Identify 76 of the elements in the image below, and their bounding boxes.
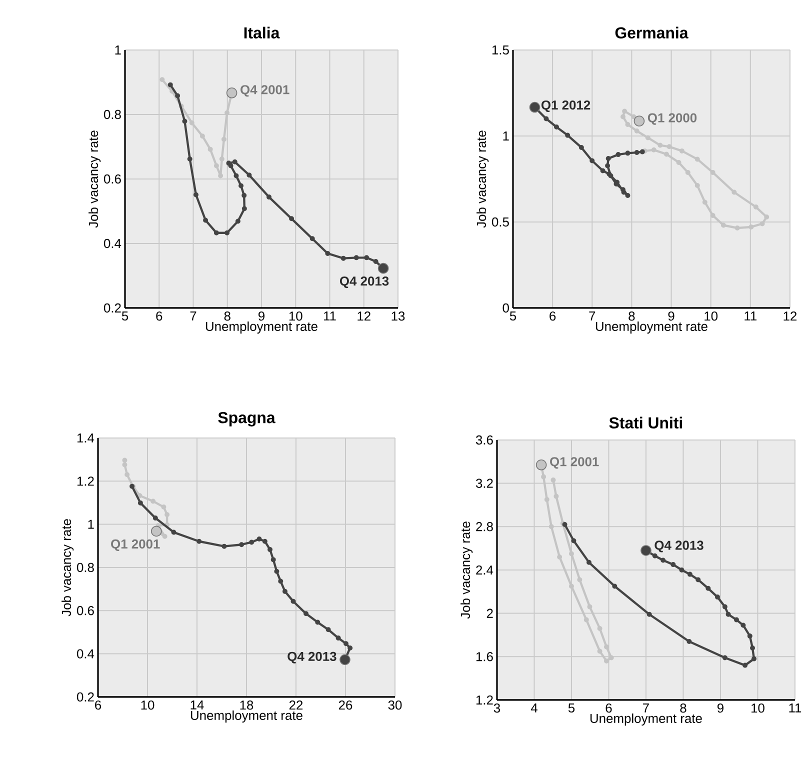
x-tick-label: 11: [789, 704, 802, 712]
y-axis-title: Job vacancy rate: [62, 519, 74, 616]
y-tick-label: 0.8: [104, 110, 121, 120]
annotation: Q4 2013: [288, 652, 336, 664]
annotation: Q4 2013: [340, 276, 389, 288]
x-tick-label: 6: [156, 312, 162, 321]
x-axis-title: Unemployment rate: [190, 710, 302, 723]
x-tick-label: 7: [643, 704, 649, 712]
x-axis-title: Unemployment rate: [590, 714, 702, 726]
x-axis-title: Unemployment rate: [596, 322, 708, 334]
x-tick-label: 6: [606, 704, 612, 713]
y-tick-label: 3.2: [476, 478, 493, 488]
annotation: Q1 2012: [541, 100, 590, 112]
x-tick-label: 8: [680, 704, 686, 713]
y-tick-label: 0.4: [76, 649, 94, 658]
x-tick-label: 9: [668, 312, 674, 321]
y-axis-title: Job vacancy rate: [460, 522, 473, 619]
y-tick-label: 2.4: [476, 565, 494, 575]
y-tick-label: 1.4: [77, 434, 94, 442]
x-tick-label: 26: [338, 700, 352, 710]
chart-title: Spagna: [218, 412, 276, 426]
annotation: Q1 2000: [648, 113, 697, 125]
x-tick-label: 8: [628, 312, 635, 321]
x-tick-label: 5: [510, 312, 516, 321]
x-tick-label: 9: [258, 312, 264, 321]
x-axis-title: Unemployment rate: [206, 322, 318, 334]
x-tick-label: 10: [289, 312, 302, 321]
x-tick-label: 13: [392, 312, 405, 321]
x-tick-label: 12: [784, 312, 797, 321]
x-tick-label: 8: [224, 312, 230, 321]
y-axis-title: Job vacancy rate: [476, 130, 489, 228]
x-tick-label: 10: [704, 312, 718, 321]
chart-title: Stati Uniti: [609, 416, 682, 428]
annotation: Q4 2001: [240, 85, 290, 97]
y-tick-label: 0: [502, 303, 509, 313]
y-tick-label: 0.6: [76, 606, 94, 616]
x-tick-label: 30: [388, 700, 402, 710]
y-tick-label: 0.4: [104, 238, 122, 248]
y-tick-label: 1.6: [476, 652, 493, 662]
x-tick-label: 5: [122, 312, 128, 321]
x-tick-label: 3: [494, 704, 500, 713]
y-tick-label: 1: [115, 46, 121, 54]
x-tick-label: 10: [752, 704, 764, 713]
chart-title: Italia: [244, 26, 280, 39]
x-tick-label: 12: [358, 312, 370, 321]
y-tick-label: 1.5: [492, 45, 509, 55]
x-tick-label: 22: [289, 700, 303, 710]
x-tick-label: 5: [568, 704, 575, 713]
y-tick-label: 1: [503, 132, 509, 140]
annotation: Q1 2001: [550, 457, 599, 469]
x-tick-label: 9: [717, 704, 724, 713]
y-tick-label: 1.2: [77, 476, 94, 486]
y-tick-label: 1: [88, 520, 94, 529]
y-tick-label: 0.2: [104, 303, 121, 313]
y-tick-label: 1.2: [476, 695, 493, 705]
chart-title: Germania: [615, 26, 688, 39]
y-tick-label: 2.8: [476, 522, 493, 532]
y-tick-label: 0.8: [76, 562, 94, 572]
x-tick-label: 11: [324, 312, 336, 320]
x-tick-label: 7: [589, 312, 596, 320]
x-tick-label: 6: [550, 312, 556, 321]
x-tick-label: 7: [190, 312, 196, 320]
annotation: Q4 2013: [654, 540, 704, 552]
x-tick-label: 18: [240, 700, 254, 710]
y-tick-label: 0.2: [76, 692, 94, 702]
x-tick-label: 10: [141, 700, 154, 710]
y-tick-label: 0.6: [104, 174, 121, 184]
y-tick-label: 0.5: [492, 217, 509, 227]
y-axis-title: Job vacancy rate: [88, 130, 101, 228]
annotation: Q1 2001: [111, 539, 160, 552]
x-tick-label: 11: [744, 312, 756, 320]
x-tick-label: 14: [190, 700, 204, 710]
y-tick-label: 3.6: [476, 435, 493, 445]
y-tick-label: 2: [486, 608, 493, 618]
x-tick-label: 4: [530, 704, 538, 712]
x-tick-label: 6: [95, 700, 102, 710]
